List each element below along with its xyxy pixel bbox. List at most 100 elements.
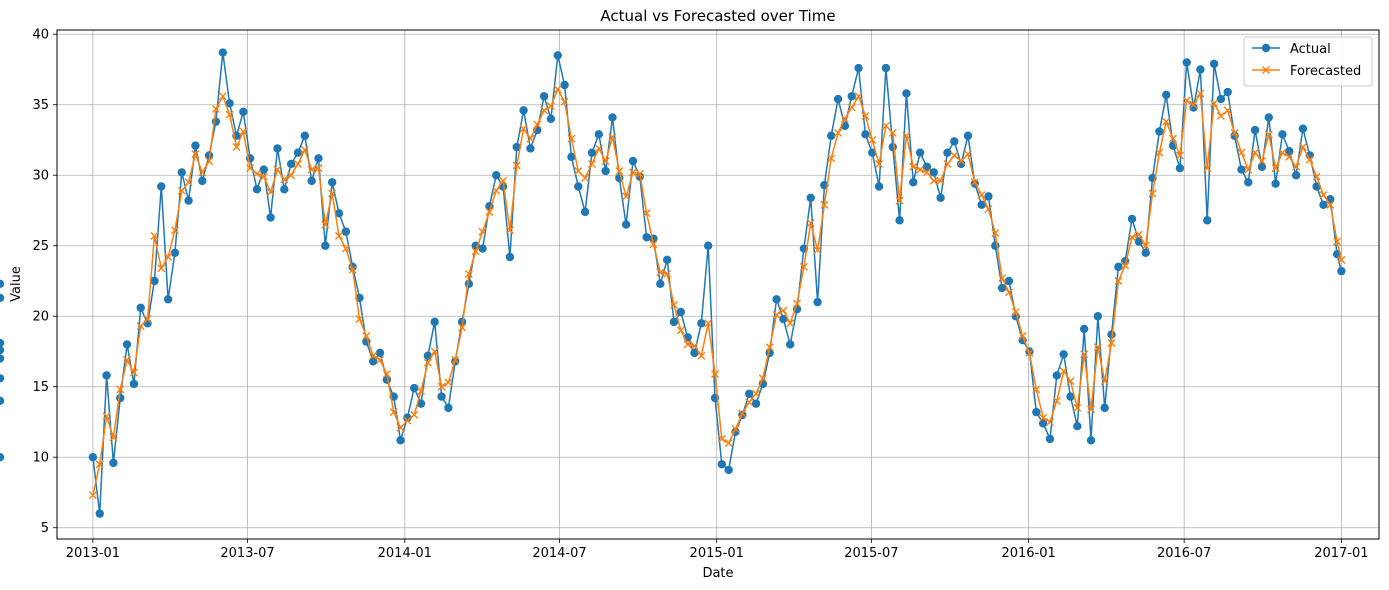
- forecasted-point: [321, 220, 330, 229]
- forecasted-point: [704, 319, 713, 328]
- forecasted-point: [560, 97, 569, 106]
- actual-point: [697, 319, 706, 328]
- forecasted-point: [957, 157, 966, 166]
- forecasted-point: [184, 178, 193, 187]
- forecasted-point: [328, 189, 337, 198]
- actual-point: [526, 144, 535, 153]
- forecasted-point: [991, 229, 1000, 238]
- actual-point: [669, 317, 679, 327]
- forecasted-point: [451, 355, 460, 364]
- forecasted-point: [293, 159, 302, 168]
- actual-point: [314, 154, 323, 163]
- forecasted-point: [1175, 151, 1184, 160]
- forecasted-point: [341, 244, 350, 253]
- forecasted-point: [1244, 165, 1253, 174]
- forecasted-point: [499, 176, 508, 185]
- actual-point: [642, 233, 651, 242]
- forecasted-point: [1052, 396, 1061, 405]
- forecasted-point: [1298, 143, 1307, 152]
- forecasted-point: [943, 159, 952, 168]
- forecasted-point: [123, 355, 132, 364]
- actual-point: [587, 148, 597, 157]
- forecasted-point: [881, 121, 890, 130]
- actual-point: [594, 130, 603, 139]
- forecasted-point: [895, 196, 904, 205]
- forecasted-point: [102, 412, 111, 421]
- forecasted-point: [1196, 89, 1205, 98]
- forecasted-point: [246, 164, 255, 173]
- forecasted-point: [533, 120, 542, 129]
- forecasted-point: [1148, 189, 1157, 198]
- forecasted-point: [540, 106, 549, 115]
- actual-point: [854, 63, 863, 73]
- x-tick-label: 2014-07: [532, 546, 586, 561]
- forecasted-point: [88, 491, 97, 500]
- forecasted-point: [1251, 148, 1260, 157]
- series-layer: [0, 48, 1346, 518]
- actual-point: [170, 248, 180, 257]
- y-tick-label: 15: [32, 380, 49, 395]
- forecasted-point: [143, 315, 152, 324]
- actual-point: [273, 144, 282, 153]
- actual-point: [88, 453, 98, 462]
- actual-point: [956, 159, 966, 169]
- forecasted-point: [287, 171, 296, 180]
- actual-point: [150, 276, 159, 286]
- forecasted-point: [430, 347, 439, 356]
- forecasted-point: [198, 168, 207, 177]
- actual-point: [286, 159, 296, 169]
- actual-point: [1073, 422, 1082, 431]
- forecasted-point: [642, 209, 651, 218]
- forecasted-point: [977, 190, 986, 199]
- forecasted-point: [478, 227, 487, 236]
- x-tick-label: 2017-01: [1314, 546, 1368, 561]
- y-tick-label: 25: [32, 239, 49, 254]
- actual-point: [1285, 147, 1294, 156]
- x-tick-label: 2015-07: [844, 546, 898, 561]
- y-tick-label: 20: [32, 310, 49, 325]
- x-tick-label: 2013-01: [66, 546, 120, 561]
- forecasted-point: [170, 226, 179, 235]
- actual-point: [895, 216, 904, 225]
- actual-point: [909, 178, 918, 187]
- actual-point: [662, 255, 672, 265]
- legend-actual-label: Actual: [1290, 42, 1331, 57]
- forecasted-point: [136, 322, 145, 331]
- forecasted-point: [1285, 152, 1294, 161]
- forecasted-point: [745, 398, 754, 407]
- forecasted-point: [649, 240, 658, 249]
- actual-point: [259, 165, 269, 174]
- actual-point: [177, 168, 186, 177]
- actual-point: [902, 89, 911, 98]
- forecasted-point: [109, 433, 118, 442]
- actual-point: [724, 465, 733, 475]
- forecasted-point: [553, 85, 562, 94]
- actual-point: [519, 106, 528, 115]
- forecasted-point: [615, 167, 624, 175]
- actual-point: [813, 297, 822, 307]
- actual-point: [163, 295, 173, 304]
- actual-point: [1038, 419, 1048, 428]
- actual-point: [936, 193, 945, 202]
- actual-point: [307, 176, 316, 186]
- actual-point: [1127, 214, 1137, 224]
- forecasted-point: [1182, 96, 1191, 105]
- actual-point: [690, 348, 699, 358]
- forecasted-point: [902, 131, 911, 140]
- forecasted-point: [861, 112, 870, 121]
- forecasted-point: [1011, 307, 1020, 316]
- actual-point: [368, 357, 378, 366]
- actual-point: [129, 379, 139, 389]
- plot-frame: [56, 29, 1380, 540]
- forecasted-point: [485, 207, 494, 216]
- forecasted-point: [211, 104, 220, 113]
- actual-point: [1216, 94, 1226, 104]
- forecasted-point: [232, 143, 241, 152]
- actual-point: [779, 314, 788, 324]
- legend-actual-marker: [1261, 43, 1271, 53]
- actual-point: [266, 213, 275, 222]
- y-tick-label: 5: [41, 521, 49, 536]
- forecasted-point: [471, 247, 480, 256]
- forecasted-point: [868, 135, 877, 144]
- actual-point: [1264, 113, 1273, 122]
